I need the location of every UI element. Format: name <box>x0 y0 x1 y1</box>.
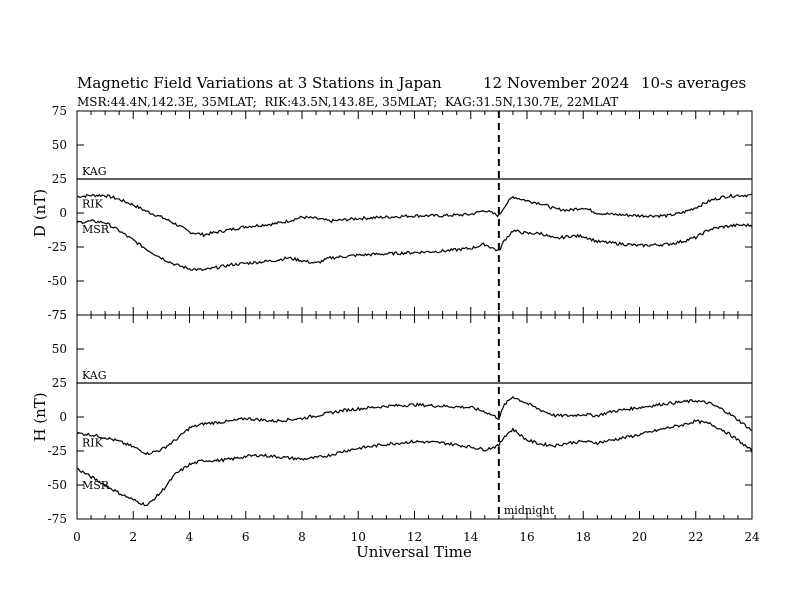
y-tick-label: 25 <box>52 172 67 186</box>
y-tick-label: 75 <box>52 104 67 118</box>
x-tick-label: 16 <box>519 530 534 544</box>
x-tick-label: 22 <box>688 530 703 544</box>
figure-averaging: 10-s averages <box>641 74 746 92</box>
y-tick-label: 50 <box>52 138 67 152</box>
panel-h-frame <box>76 314 753 520</box>
y-tick-label: 25 <box>52 376 67 390</box>
y-tick-label: -50 <box>48 478 67 492</box>
y-tick-label: 0 <box>59 206 67 220</box>
x-tick-label: 12 <box>407 530 422 544</box>
series-line-rik <box>76 193 753 238</box>
station-label-rik: RIK <box>82 437 104 450</box>
stations-line: MSR:44.4N,142.3E, 35MLAT; RIK:43.5N,143.… <box>77 95 618 109</box>
series-line-msr <box>76 419 753 507</box>
y-tick-label: -75 <box>48 308 67 322</box>
x-tick-label: 2 <box>129 530 137 544</box>
d-axis-label: D (nT) <box>31 189 49 237</box>
x-tick-label: 18 <box>576 530 591 544</box>
station-label-kag: KAG <box>82 165 107 178</box>
figure-title: Magnetic Field Variations at 3 Stations … <box>77 74 442 92</box>
y-tick-label: -25 <box>48 240 67 254</box>
y-tick-label: -75 <box>48 512 67 526</box>
y-tick-label: -50 <box>48 274 67 288</box>
y-tick-label: 0 <box>59 410 67 424</box>
station-label-msr: MSR <box>82 223 110 236</box>
x-tick-label: 8 <box>298 530 306 544</box>
x-tick-label: 10 <box>351 530 366 544</box>
x-tick-label: 24 <box>744 530 760 544</box>
station-label-kag: KAG <box>82 369 107 382</box>
figure-date: 12 November 2024 <box>483 74 629 92</box>
x-tick-labels: 0 2 4 6 8 10 12 14 16 18 20 22 24 <box>73 530 760 544</box>
y-tick-label: -25 <box>48 444 67 458</box>
panel-d: -75 -50 -25 0 25 50 75 KAG RIK MSR <box>48 104 753 322</box>
x-tick-label: 4 <box>186 530 194 544</box>
series-line-rik <box>76 395 753 456</box>
h-axis-label: H (nT) <box>31 392 49 441</box>
series-line-msr <box>76 219 753 272</box>
panel-d-frame <box>76 110 753 316</box>
x-tick-label: 20 <box>632 530 647 544</box>
y-tick-label: 75 <box>52 308 67 322</box>
x-axis-label: Universal Time <box>356 543 472 561</box>
x-tick-label: 14 <box>463 530 479 544</box>
x-tick-label: 6 <box>242 530 250 544</box>
station-label-rik: RIK <box>82 197 104 210</box>
station-label-msr: MSR <box>82 479 110 492</box>
midnight-label: midnight <box>504 504 555 517</box>
y-tick-label: 50 <box>52 342 67 356</box>
x-tick-label: 0 <box>73 530 81 544</box>
panel-h: -75 -50 -25 0 25 50 75 KAG RIK MSR <box>48 308 753 526</box>
